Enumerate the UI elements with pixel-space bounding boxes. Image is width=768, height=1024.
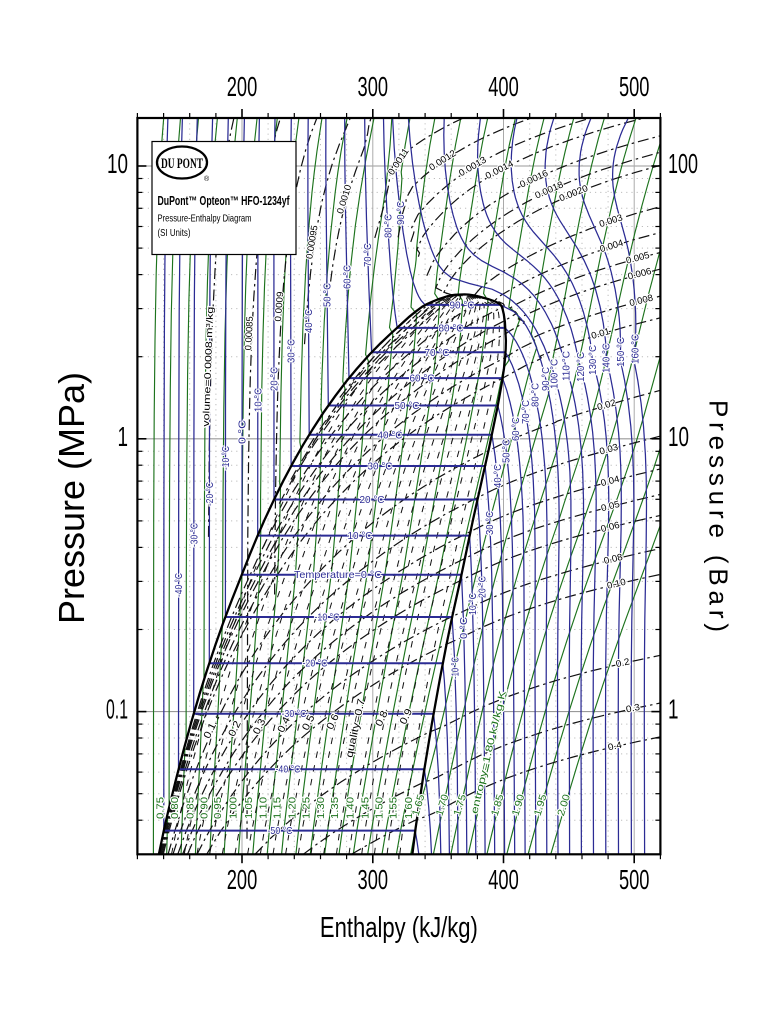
svg-text:130 °C: 130 °C <box>588 345 599 375</box>
svg-text:20 °C: 20 °C <box>477 576 488 598</box>
svg-text:100 °C: 100 °C <box>549 359 560 389</box>
svg-text:1: 1 <box>668 694 679 725</box>
svg-text:-20 °C: -20 °C <box>303 659 328 670</box>
svg-text:0.95: 0.95 <box>213 797 224 819</box>
svg-text:60 °C: 60 °C <box>511 417 522 441</box>
svg-text:1.60: 1.60 <box>404 797 415 819</box>
svg-text:60 °C: 60 °C <box>410 374 436 385</box>
svg-text:1.55: 1.55 <box>389 797 400 819</box>
svg-text:0.2: 0.2 <box>615 656 631 669</box>
svg-text:-30 °C: -30 °C <box>189 523 200 547</box>
svg-text:300: 300 <box>358 864 389 895</box>
svg-text:0.90: 0.90 <box>200 797 211 819</box>
svg-text:-30 °C: -30 °C <box>282 709 307 720</box>
svg-text:50 °C: 50 °C <box>395 401 421 412</box>
svg-text:1: 1 <box>118 421 129 452</box>
svg-text:40 °C: 40 °C <box>493 464 504 488</box>
svg-text:-20 °C: -20 °C <box>205 482 216 506</box>
svg-text:150 °C: 150 °C <box>616 337 627 367</box>
svg-text:1.00: 1.00 <box>229 797 240 819</box>
svg-text:400: 400 <box>488 71 519 102</box>
svg-text:1.40: 1.40 <box>346 797 357 819</box>
svg-text:10: 10 <box>107 148 128 179</box>
svg-text:Enthalpy (kJ/kg): Enthalpy (kJ/kg) <box>320 912 478 944</box>
svg-text:1.05: 1.05 <box>244 797 255 819</box>
svg-text:DU PONT: DU PONT <box>161 156 203 172</box>
svg-text:90 °C: 90 °C <box>541 367 552 391</box>
svg-text:10 °C: 10 °C <box>348 531 374 542</box>
svg-text:0.0009: 0.0009 <box>273 291 285 322</box>
svg-text:70 °C: 70 °C <box>363 243 374 267</box>
svg-text:0.85: 0.85 <box>186 797 197 819</box>
svg-text:-10 °C: -10 °C <box>315 613 340 624</box>
svg-text:0.1: 0.1 <box>106 694 128 725</box>
svg-text:0 °C: 0 °C <box>238 420 249 444</box>
svg-text:Temperature=0 °C: Temperature=0 °C <box>294 570 383 581</box>
svg-text:1.30: 1.30 <box>316 797 327 819</box>
svg-text:300: 300 <box>358 71 389 102</box>
svg-text:0 °C: 0 °C <box>459 617 470 639</box>
svg-text:40 °C: 40 °C <box>378 430 404 441</box>
svg-text:70 °C: 70 °C <box>521 400 532 424</box>
svg-text:-10 °C: -10 °C <box>450 657 461 679</box>
svg-text:®: ® <box>204 175 210 183</box>
svg-text:10 °C: 10 °C <box>253 388 264 412</box>
svg-text:80 °C: 80 °C <box>439 323 465 334</box>
svg-text:0.75: 0.75 <box>156 797 167 819</box>
svg-text:30 °C: 30 °C <box>485 511 496 535</box>
svg-text:50 °C: 50 °C <box>323 283 334 307</box>
svg-text:500: 500 <box>619 864 650 895</box>
svg-text:160 °C: 160 °C <box>630 334 641 364</box>
svg-text:-10 °C: -10 °C <box>221 446 232 470</box>
svg-text:1.15: 1.15 <box>273 797 284 819</box>
svg-text:200: 200 <box>227 864 258 895</box>
svg-text:-50 °C: -50 °C <box>268 826 293 837</box>
svg-text:500: 500 <box>619 71 650 102</box>
svg-text:0.3: 0.3 <box>625 702 641 715</box>
svg-text:100: 100 <box>668 148 698 179</box>
svg-text:1.10: 1.10 <box>259 797 270 819</box>
svg-text:1.45: 1.45 <box>360 797 371 819</box>
svg-text:(SI Units): (SI Units) <box>158 227 191 239</box>
svg-text:-40 °C: -40 °C <box>276 765 301 776</box>
svg-text:1.35: 1.35 <box>330 797 341 819</box>
svg-text:140 °C: 140 °C <box>602 343 613 373</box>
svg-text:1.20: 1.20 <box>287 797 298 819</box>
svg-text:Pressure (MPa): Pressure (MPa) <box>51 372 92 624</box>
svg-text:120 °C: 120 °C <box>576 352 587 382</box>
svg-text:20 °C: 20 °C <box>269 367 280 391</box>
svg-text:80 °C: 80 °C <box>530 383 541 407</box>
svg-text:70 °C: 70 °C <box>425 348 451 359</box>
svg-text:90 °C: 90 °C <box>450 300 476 311</box>
svg-text:0.4: 0.4 <box>607 740 623 753</box>
svg-text:0.80: 0.80 <box>170 797 181 819</box>
svg-text:20 °C: 20 °C <box>360 495 386 506</box>
svg-text:10: 10 <box>668 421 689 452</box>
svg-text:40 °C: 40 °C <box>304 309 315 333</box>
svg-text:200: 200 <box>227 71 258 102</box>
svg-text:110 °C: 110 °C <box>561 351 572 381</box>
svg-text:0.00085: 0.00085 <box>243 316 255 350</box>
svg-text:Pressure (Bar): Pressure (Bar) <box>704 400 734 632</box>
svg-text:400: 400 <box>488 864 519 895</box>
svg-text:-40 °C: -40 °C <box>174 573 185 597</box>
svg-text:10 °C: 10 °C <box>468 593 479 615</box>
svg-text:1.50: 1.50 <box>375 797 386 819</box>
svg-text:1.25: 1.25 <box>302 797 313 819</box>
svg-text:Pressure-Enthalpy Diagram: Pressure-Enthalpy Diagram <box>158 213 252 225</box>
svg-text:30 °C: 30 °C <box>368 462 394 473</box>
svg-text:60 °C: 60 °C <box>342 265 353 289</box>
svg-text:90 °C: 90 °C <box>396 201 407 225</box>
svg-text:DuPont™ Opteon™ HFO-1234yf: DuPont™ Opteon™ HFO-1234yf <box>158 194 291 208</box>
svg-text:50 °C: 50 °C <box>502 439 513 463</box>
svg-text:30 °C: 30 °C <box>286 339 297 363</box>
svg-text:0.06: 0.06 <box>600 520 621 534</box>
svg-text:80 °C: 80 °C <box>383 214 394 238</box>
